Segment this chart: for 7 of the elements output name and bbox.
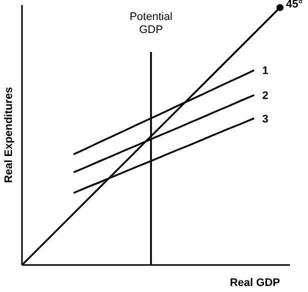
annotation: Potential GDP bbox=[130, 11, 172, 36]
x-axis-title: Real GDP bbox=[230, 277, 280, 289]
series-label: 2 bbox=[262, 90, 268, 102]
series-label: 3 bbox=[262, 113, 268, 126]
y-axis-title: Real Expenditures bbox=[3, 87, 15, 183]
series-label: 1 bbox=[262, 65, 268, 78]
series-label: 45° bbox=[286, 0, 303, 11]
